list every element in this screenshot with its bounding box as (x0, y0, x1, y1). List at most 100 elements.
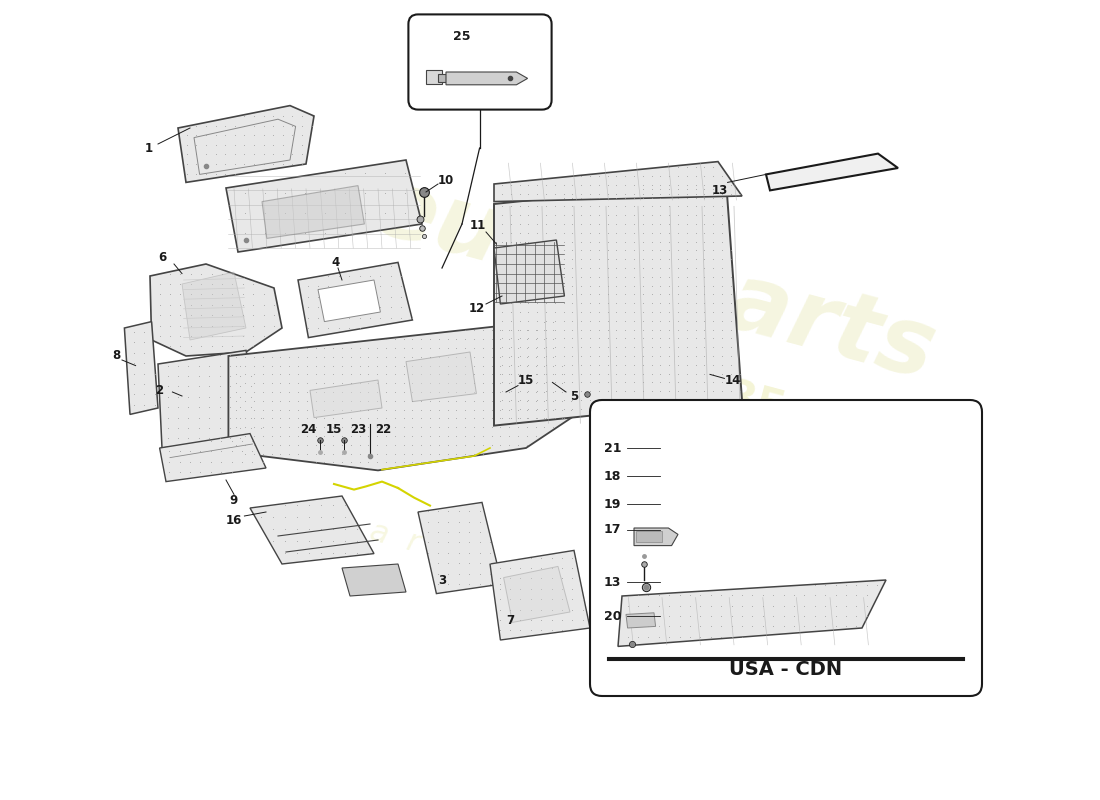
Point (421, 421, 439, 434)
Point (474, 394, 492, 407)
Point (510, 279, 528, 292)
Point (234, 288, 252, 301)
Point (430, 333, 448, 346)
Point (764, 620, 782, 633)
Point (678, 170, 695, 182)
Point (616, 187, 634, 200)
Point (263, 430, 280, 442)
Point (188, 158, 206, 170)
Point (642, 244, 660, 257)
Point (713, 288, 730, 301)
Point (298, 447, 316, 460)
Point (650, 589, 668, 602)
Point (816, 578, 834, 591)
Point (493, 178, 510, 191)
Point (669, 306, 686, 318)
Point (634, 187, 651, 200)
Point (182, 466, 199, 478)
Point (574, 614, 592, 626)
Point (722, 323, 739, 336)
Point (439, 342, 456, 354)
Point (376, 166, 394, 179)
Point (200, 411, 218, 424)
Point (342, 377, 360, 390)
Point (274, 119, 292, 132)
Point (686, 209, 704, 222)
Point (695, 187, 713, 200)
Point (563, 332, 581, 345)
Point (465, 430, 483, 442)
Point (702, 599, 719, 612)
Point (651, 178, 669, 191)
Point (317, 166, 334, 179)
Point (528, 262, 546, 274)
Point (572, 178, 590, 191)
Point (430, 368, 448, 381)
Point (263, 394, 280, 407)
Point (616, 376, 634, 389)
Point (695, 385, 713, 398)
Point (542, 582, 560, 595)
Point (307, 368, 324, 381)
Point (704, 170, 722, 182)
Point (542, 551, 560, 564)
Point (333, 438, 351, 451)
Point (581, 209, 598, 222)
Point (634, 262, 651, 274)
Point (192, 288, 210, 301)
Point (245, 148, 263, 161)
Point (572, 297, 590, 310)
Point (502, 603, 519, 616)
Point (616, 226, 634, 239)
Point (372, 301, 389, 314)
Point (554, 358, 572, 371)
Point (816, 610, 834, 622)
Point (713, 200, 730, 213)
Point (439, 412, 456, 425)
Point (342, 412, 360, 425)
Point (634, 358, 651, 371)
Point (572, 367, 590, 380)
Point (456, 412, 474, 425)
Point (634, 235, 651, 248)
Point (607, 209, 625, 222)
Point (678, 270, 695, 283)
Point (634, 200, 651, 213)
Point (581, 350, 598, 362)
Point (572, 191, 590, 204)
Point (382, 280, 399, 293)
Point (309, 280, 327, 293)
Point (713, 367, 730, 380)
Point (212, 445, 230, 458)
Point (289, 350, 307, 363)
Polygon shape (342, 564, 406, 596)
Point (393, 280, 410, 293)
Point (254, 438, 272, 451)
Point (500, 438, 518, 451)
Point (272, 430, 289, 442)
Point (255, 330, 273, 342)
Point (377, 430, 395, 442)
Point (316, 430, 333, 442)
Point (678, 187, 695, 200)
Point (272, 386, 289, 398)
Point (713, 191, 730, 204)
Point (393, 301, 410, 314)
Point (625, 402, 642, 415)
Point (182, 445, 199, 458)
Point (537, 244, 554, 257)
Point (616, 314, 634, 327)
Point (713, 218, 730, 230)
Point (528, 411, 546, 424)
Text: 17: 17 (604, 523, 622, 536)
Point (342, 350, 360, 363)
Point (244, 288, 262, 301)
Point (590, 394, 607, 406)
Point (704, 306, 722, 318)
Point (151, 278, 168, 290)
Point (492, 333, 509, 346)
Point (211, 411, 229, 424)
Point (639, 589, 657, 602)
Point (544, 333, 562, 346)
Point (361, 270, 378, 282)
